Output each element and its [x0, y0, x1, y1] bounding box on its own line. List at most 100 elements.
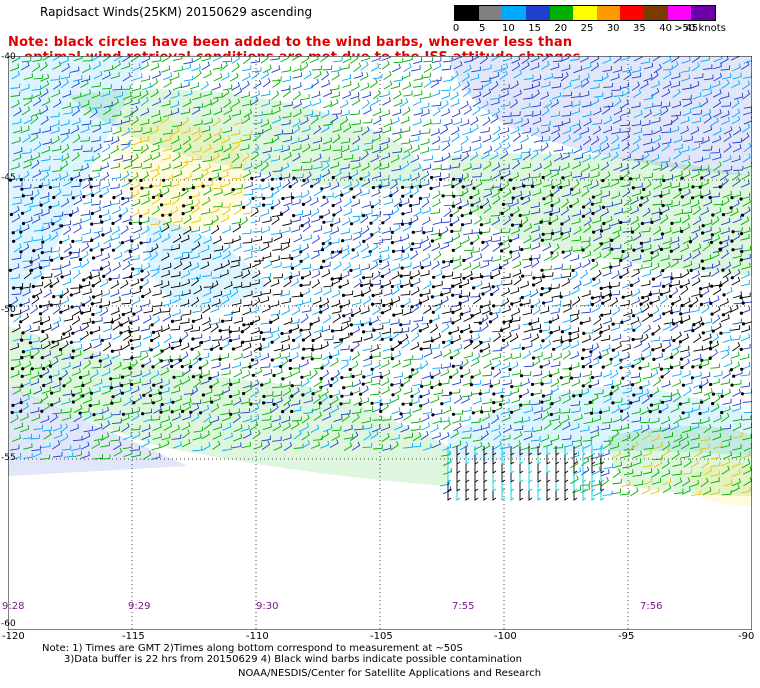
- wind-barb: [521, 163, 531, 170]
- wind-barb: [61, 133, 70, 143]
- wind-barb: [519, 280, 530, 289]
- wind-barb: [51, 380, 61, 389]
- wind-barb: [332, 109, 342, 115]
- wind-barb: [373, 444, 383, 450]
- wind-barb: [161, 433, 171, 441]
- wind-barb: [132, 137, 142, 146]
- wind-barb: [700, 287, 710, 297]
- wind-barb: [502, 142, 511, 152]
- wind-barb: [102, 381, 112, 388]
- wind-barb: [390, 154, 400, 163]
- wind-barb: [719, 298, 729, 307]
- latitude-label: -55: [1, 453, 16, 463]
- wind-barb: [552, 335, 562, 343]
- wind-barb: [561, 371, 571, 379]
- wind-barb: [192, 198, 201, 209]
- wind-barb: [661, 287, 671, 295]
- wind-barb: [731, 108, 741, 118]
- wind-barb: [470, 116, 479, 126]
- wind-barb: [683, 458, 692, 468]
- quality-flag-dot: [680, 195, 684, 199]
- wind-barb: [323, 281, 334, 288]
- wind-barb: [653, 181, 662, 190]
- wind-barb: [550, 378, 560, 388]
- wind-barb: [651, 468, 660, 478]
- wind-barb: [10, 174, 20, 181]
- quality-flag-dot: [270, 177, 274, 181]
- wind-barb: [541, 265, 552, 271]
- wind-barb: [373, 161, 382, 171]
- wind-barb: [293, 108, 302, 118]
- wind-barb: [569, 309, 580, 316]
- wind-barb: [663, 70, 672, 80]
- quality-flag-dot: [462, 276, 466, 280]
- wind-barb: [511, 226, 521, 235]
- quality-flag-dot: [20, 356, 24, 360]
- wind-barb: [351, 441, 361, 451]
- quality-flag-dot: [270, 187, 274, 191]
- quality-flag-dot: [699, 287, 703, 291]
- wind-barb: [50, 277, 60, 287]
- wind-barb: [281, 205, 290, 215]
- wind-barb: [241, 114, 251, 124]
- wind-barb: [721, 79, 730, 89]
- wind-barb: [572, 133, 582, 143]
- wind-barb: [510, 111, 521, 117]
- wind-barb: [350, 431, 359, 441]
- wind-barb: [173, 290, 183, 297]
- quality-flag-dot: [692, 323, 696, 327]
- wind-barb: [673, 415, 682, 425]
- quality-flag-dot: [608, 285, 612, 289]
- wind-barb: [571, 119, 581, 127]
- wind-barb: [202, 70, 212, 79]
- wind-barb: [310, 424, 320, 433]
- quality-flag-dot: [311, 348, 315, 352]
- wind-barb: [101, 387, 112, 395]
- wind-barb: [590, 260, 599, 271]
- wind-barb: [610, 219, 620, 227]
- wind-barb: [283, 271, 293, 281]
- wind-barb: [661, 424, 671, 432]
- wind-barb: [600, 325, 611, 333]
- wind-barb: [443, 335, 453, 343]
- quality-flag-dot: [8, 268, 12, 272]
- quality-flag-dot: [349, 187, 354, 191]
- wind-barb: [540, 325, 551, 332]
- wind-barb: [100, 89, 111, 98]
- wind-barb: [60, 304, 70, 313]
- wind-barb: [13, 422, 24, 430]
- wind-barb: [470, 151, 479, 161]
- wind-barb: [382, 332, 392, 340]
- quality-flag-dot: [311, 392, 315, 396]
- wind-barb: [491, 236, 501, 243]
- quality-flag-dot: [288, 329, 292, 333]
- wind-barb: [640, 380, 650, 389]
- wind-barb: [112, 418, 122, 425]
- wind-barb: [682, 161, 691, 171]
- wind-barb: [81, 89, 92, 97]
- wind-barb: [80, 79, 89, 88]
- wind-barb: [72, 145, 83, 151]
- wind-barb: [641, 269, 652, 278]
- quality-flag-dot: [631, 314, 636, 318]
- wind-barb: [340, 63, 350, 70]
- wind-barb: [200, 168, 209, 179]
- quality-flag-dot: [431, 310, 435, 314]
- wind-barb: [550, 434, 560, 442]
- wind-barb: [441, 108, 451, 117]
- wind-barb: [533, 406, 543, 414]
- wind-barb: [81, 119, 92, 126]
- quality-flag-dot: [69, 293, 73, 297]
- quality-flag-dot: [158, 391, 162, 395]
- wind-barb: [340, 322, 350, 332]
- quality-flag-dot: [10, 313, 14, 317]
- quality-flag-dot: [219, 346, 223, 351]
- wind-barb: [511, 297, 521, 305]
- quality-flag-dot: [342, 314, 346, 318]
- wind-barb: [682, 236, 692, 245]
- wind-barb: [363, 106, 372, 115]
- quality-flag-dot: [8, 304, 12, 308]
- wind-barb: [353, 227, 363, 235]
- wind-barb: [739, 353, 750, 361]
- wind-barb: [631, 268, 640, 278]
